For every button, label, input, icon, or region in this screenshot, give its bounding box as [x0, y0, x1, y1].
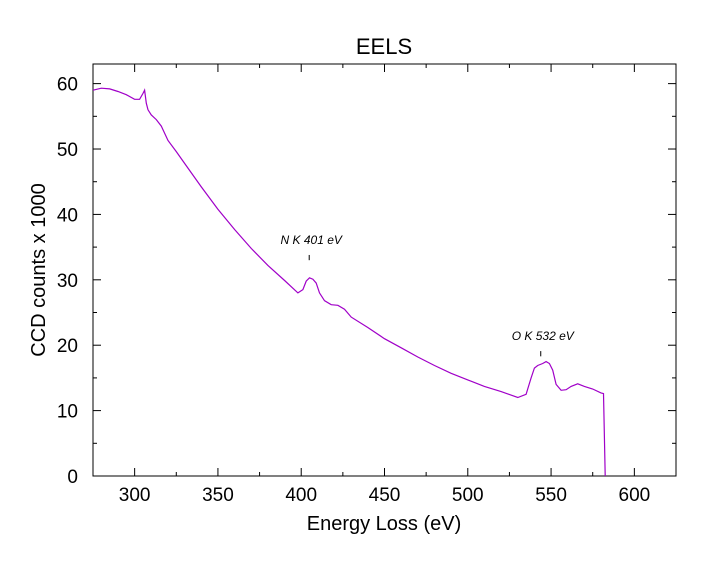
y-axis-label: CCD counts x 1000: [28, 183, 50, 356]
y-tick-label: 60: [57, 75, 78, 96]
tick-labels: 300 350 400 450 500 550 600 0 10 20 30 40 50 60: [57, 75, 650, 506]
y-tick-label: 50: [57, 140, 78, 161]
y-tick-label: 20: [57, 336, 78, 357]
plot-frame: [92, 63, 677, 477]
series-line-eels: [92, 87, 606, 477]
annotations: N K 401 eV O K 532 eV: [281, 233, 575, 357]
y-tick-label: 40: [57, 205, 78, 226]
y-tick-label: 10: [57, 402, 78, 423]
y-tick-label: 0: [67, 467, 78, 488]
x-axis-label: Energy Loss (eV): [307, 513, 462, 535]
x-tick-label: 600: [619, 485, 651, 506]
chart-title: EELS: [356, 34, 412, 59]
plot-area: 300 350 400 450 500 550 600 0 10 20 30 40 50 60 N K 4…: [57, 63, 677, 506]
x-tick-label: 350: [202, 485, 234, 506]
annotation-label: N K 401 eV: [281, 233, 343, 247]
axis-ticks: [92, 64, 677, 477]
x-tick-label: 450: [369, 485, 401, 506]
annotation-label: O K 532 eV: [512, 329, 575, 343]
x-tick-label: 300: [119, 485, 151, 506]
x-tick-label: 500: [452, 485, 484, 506]
x-tick-label: 400: [285, 485, 317, 506]
y-tick-label: 30: [57, 271, 78, 292]
x-tick-label: 550: [535, 485, 567, 506]
